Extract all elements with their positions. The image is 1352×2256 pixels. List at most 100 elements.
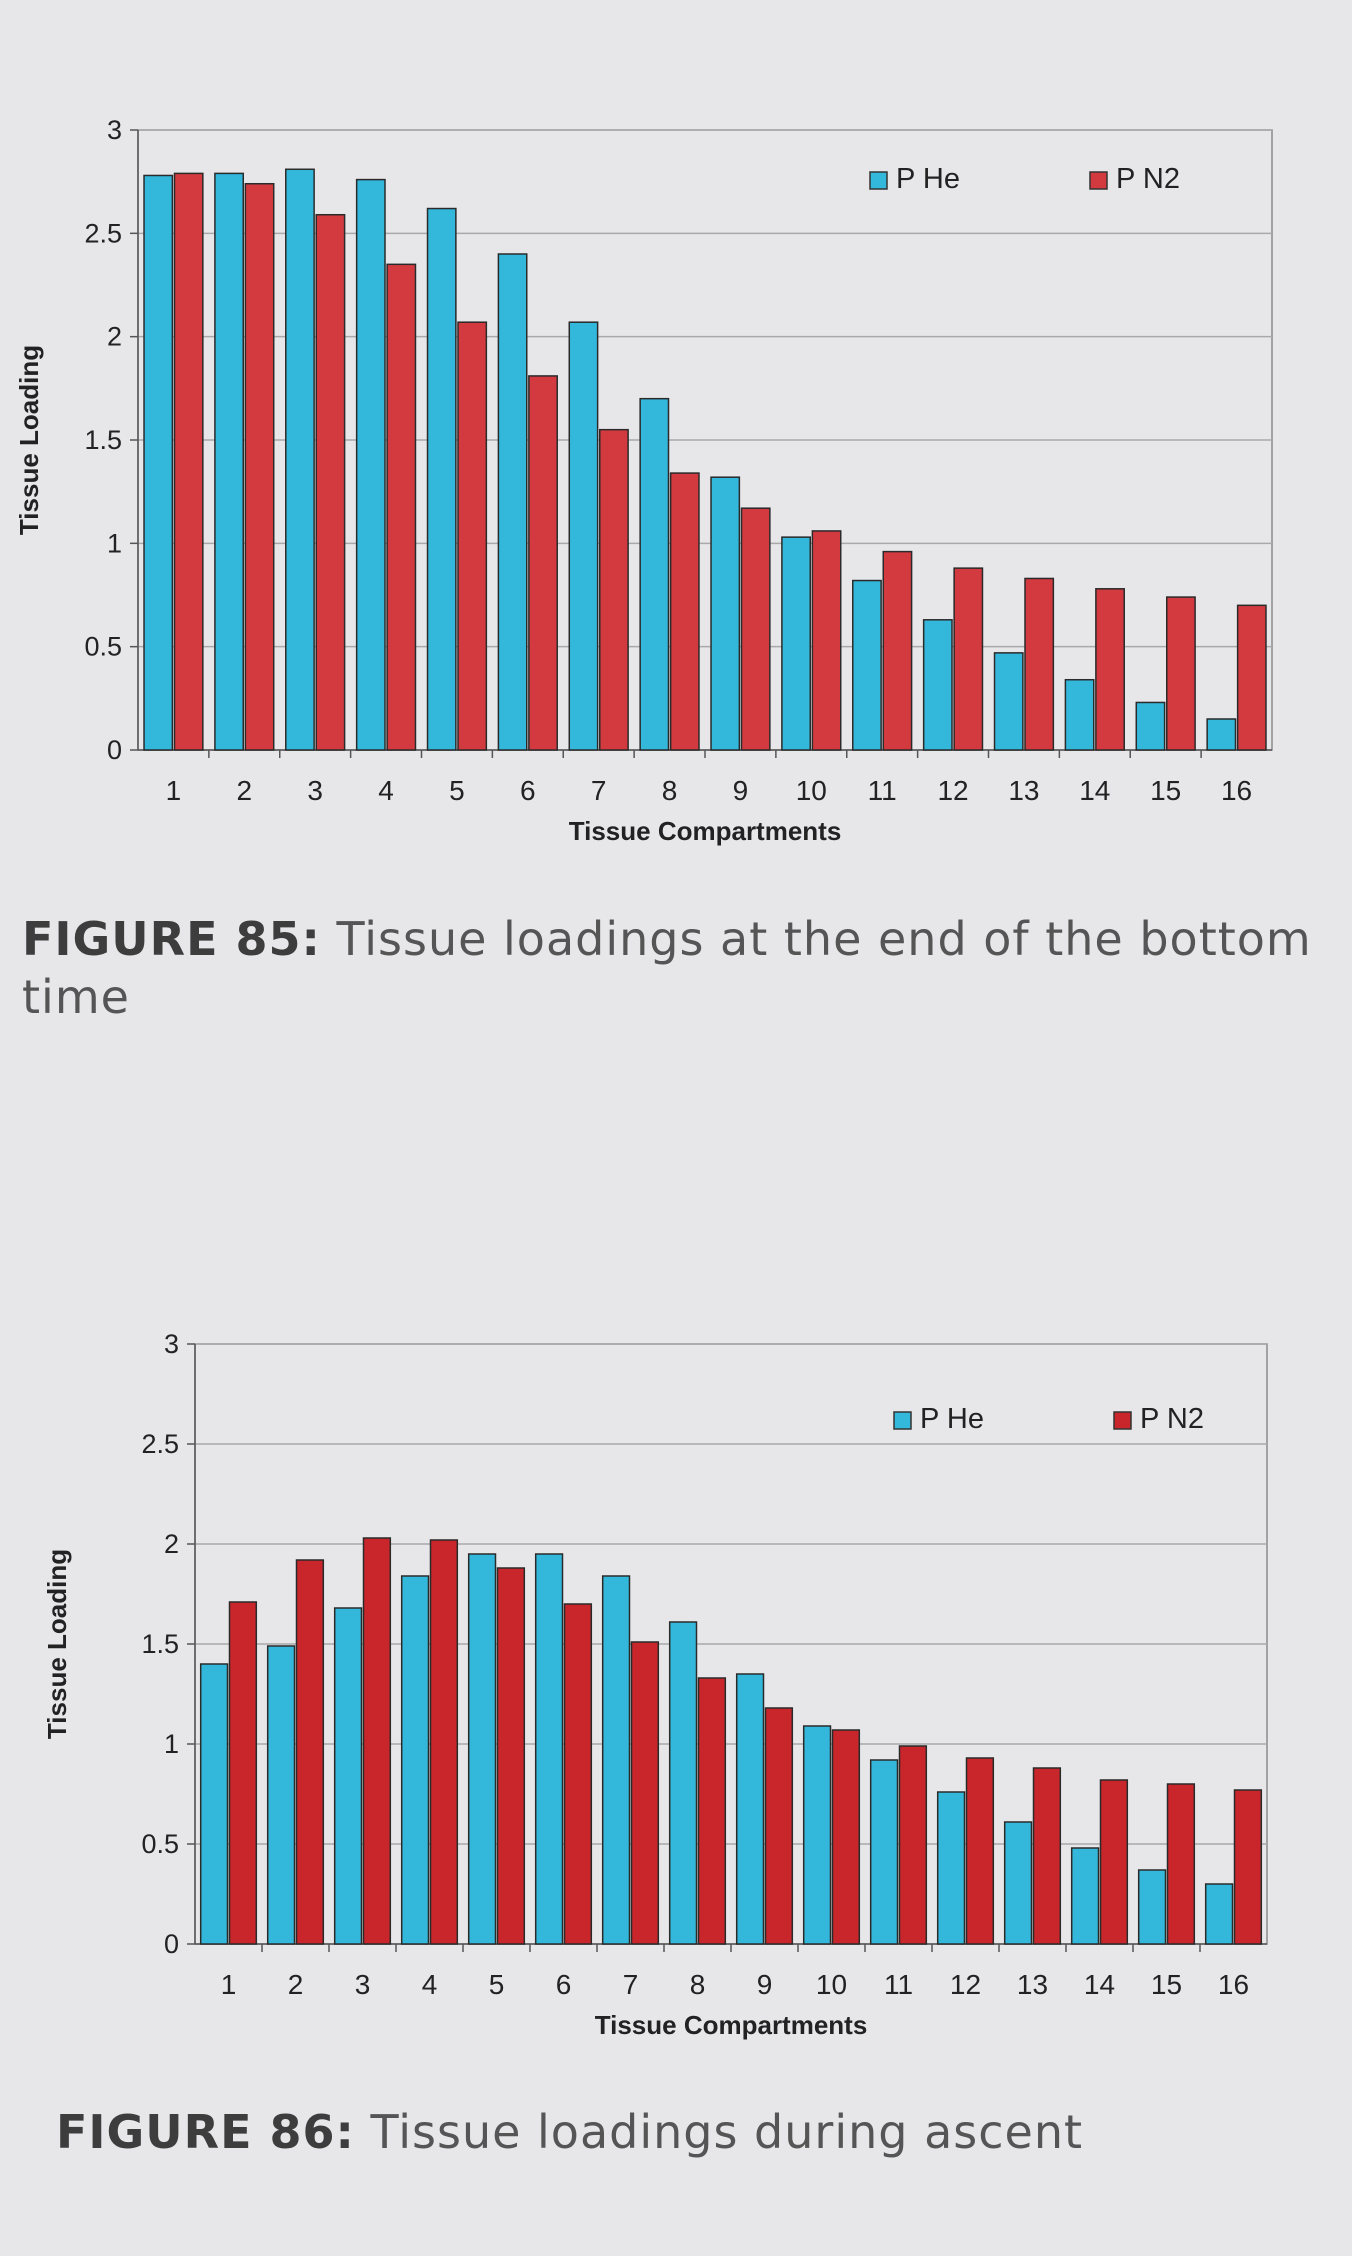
- y-tick-label: 1: [107, 528, 122, 558]
- x-tick-label: 15: [1151, 1969, 1182, 2000]
- bar-p-n2: [386, 263, 417, 751]
- bar-p-n2: [315, 213, 346, 751]
- bar-p-he: [568, 321, 599, 751]
- x-tick-label: 13: [1008, 775, 1039, 806]
- bar-p-he: [467, 1553, 497, 1945]
- bar-p-n2: [1024, 577, 1055, 751]
- figure-86-text: Tissue loadings during ascent: [354, 2105, 1084, 2159]
- x-tick-label: 8: [690, 1969, 706, 2000]
- legend-label: P N2: [1140, 1403, 1204, 1435]
- x-tick-label: 1: [166, 775, 182, 806]
- legend-swatch: [893, 1411, 912, 1430]
- y-tick-label: 3: [164, 1329, 179, 1359]
- bar-p-he: [601, 1575, 631, 1945]
- x-tick-label: 3: [307, 775, 323, 806]
- bar-chart-figure-86: 00.511.522.531 2 3 4 5 6 7 8 9 10 11 12 13 14 15 16Tiss…: [42, 1329, 1268, 2040]
- bar-p-n2: [599, 428, 629, 751]
- bar-p-n2: [244, 182, 275, 751]
- bar-p-he: [852, 579, 882, 751]
- bar-p-n2: [898, 1745, 928, 1945]
- y-tick-label: 0: [164, 1929, 179, 1959]
- y-tick-label: 0.5: [84, 632, 122, 662]
- bar-p-he: [1137, 1869, 1167, 1945]
- bar-p-he: [802, 1725, 832, 1945]
- x-tick-label: 10: [796, 775, 827, 806]
- bar-p-n2: [965, 1757, 995, 1945]
- y-tick-label: 2: [164, 1529, 179, 1559]
- bar-p-n2: [429, 1539, 459, 1945]
- bar-p-he: [534, 1553, 564, 1945]
- legend-label: P He: [896, 163, 960, 195]
- x-tick-label: 8: [662, 775, 678, 806]
- bar-p-he: [285, 168, 315, 751]
- x-tick-label: 4: [422, 1969, 438, 2000]
- bar-p-he: [869, 1759, 899, 1945]
- x-tick-label: 12: [937, 775, 968, 806]
- x-tick-label: 1: [221, 1969, 237, 2000]
- bar-p-n2: [764, 1707, 794, 1945]
- x-tick-label: 11: [868, 775, 897, 806]
- bar-p-he: [1064, 678, 1095, 751]
- x-tick-label: 14: [1084, 1969, 1115, 2000]
- bar-p-n2: [295, 1559, 325, 1945]
- bar-p-he: [1070, 1847, 1100, 1945]
- bar-p-he: [214, 172, 244, 751]
- bar-p-he: [333, 1607, 363, 1945]
- bar-p-he: [1204, 1883, 1234, 1945]
- legend-swatch: [869, 171, 888, 190]
- y-tick-label: 0.5: [141, 1829, 179, 1859]
- bar-p-he: [143, 174, 174, 751]
- bar-p-he: [668, 1621, 698, 1945]
- x-tick-label: 14: [1079, 775, 1110, 806]
- bar-p-n2: [362, 1537, 392, 1945]
- x-tick-label: 5: [449, 775, 465, 806]
- bar-p-he: [936, 1791, 966, 1945]
- bar-p-n2: [882, 550, 913, 751]
- bar-p-he: [355, 178, 386, 751]
- bar-p-n2: [563, 1603, 593, 1945]
- legend-label: P N2: [1116, 163, 1180, 195]
- x-tick-label: 6: [520, 775, 536, 806]
- x-tick-label: 16: [1218, 1969, 1249, 2000]
- x-axis-title: Tissue Compartments: [569, 816, 842, 846]
- x-tick-label: 9: [757, 1969, 773, 2000]
- bar-p-he: [199, 1663, 229, 1945]
- bar-p-he: [735, 1673, 765, 1945]
- x-tick-label: 16: [1221, 775, 1252, 806]
- bar-p-n2: [1166, 1783, 1196, 1945]
- figure-85-caption: FIGURE 85: Tissue loadings at the end of…: [22, 910, 1322, 1026]
- x-tick-label: 12: [950, 1969, 981, 2000]
- x-tick-label: 11: [884, 1969, 913, 2000]
- bar-p-n2: [811, 530, 842, 751]
- x-tick-label: 2: [288, 1969, 304, 2000]
- bar-p-he: [781, 536, 811, 751]
- y-tick-label: 2: [107, 322, 122, 352]
- bar-p-he: [922, 619, 953, 751]
- bar-p-he: [993, 652, 1024, 751]
- x-tick-label: 5: [489, 1969, 505, 2000]
- x-tick-label: 13: [1017, 1969, 1048, 2000]
- bar-p-n2: [831, 1729, 861, 1945]
- bar-p-he: [1003, 1821, 1033, 1945]
- x-tick-label: 7: [591, 775, 607, 806]
- bar-p-n2: [1233, 1789, 1263, 1945]
- bar-p-n2: [697, 1677, 727, 1945]
- x-tick-label: 4: [378, 775, 394, 806]
- y-tick-label: 1.5: [141, 1629, 179, 1659]
- y-axis-title: Tissue Loading: [14, 345, 44, 535]
- bar-p-he: [266, 1645, 296, 1945]
- y-axis-title: Tissue Loading: [42, 1549, 72, 1739]
- bar-p-n2: [528, 375, 558, 751]
- bar-p-he: [400, 1575, 430, 1945]
- x-tick-label: 3: [355, 1969, 371, 2000]
- bar-p-he: [497, 253, 528, 751]
- legend-swatch: [1089, 171, 1108, 190]
- y-tick-label: 3: [107, 115, 122, 145]
- bar-p-he: [1135, 701, 1166, 751]
- bar-p-he: [426, 207, 457, 751]
- bar-p-n2: [1236, 604, 1267, 751]
- bar-p-n2: [953, 567, 984, 751]
- y-tick-label: 2.5: [141, 1429, 179, 1459]
- figure-86-label: FIGURE 86:: [56, 2105, 355, 2159]
- y-tick-label: 0: [107, 735, 122, 765]
